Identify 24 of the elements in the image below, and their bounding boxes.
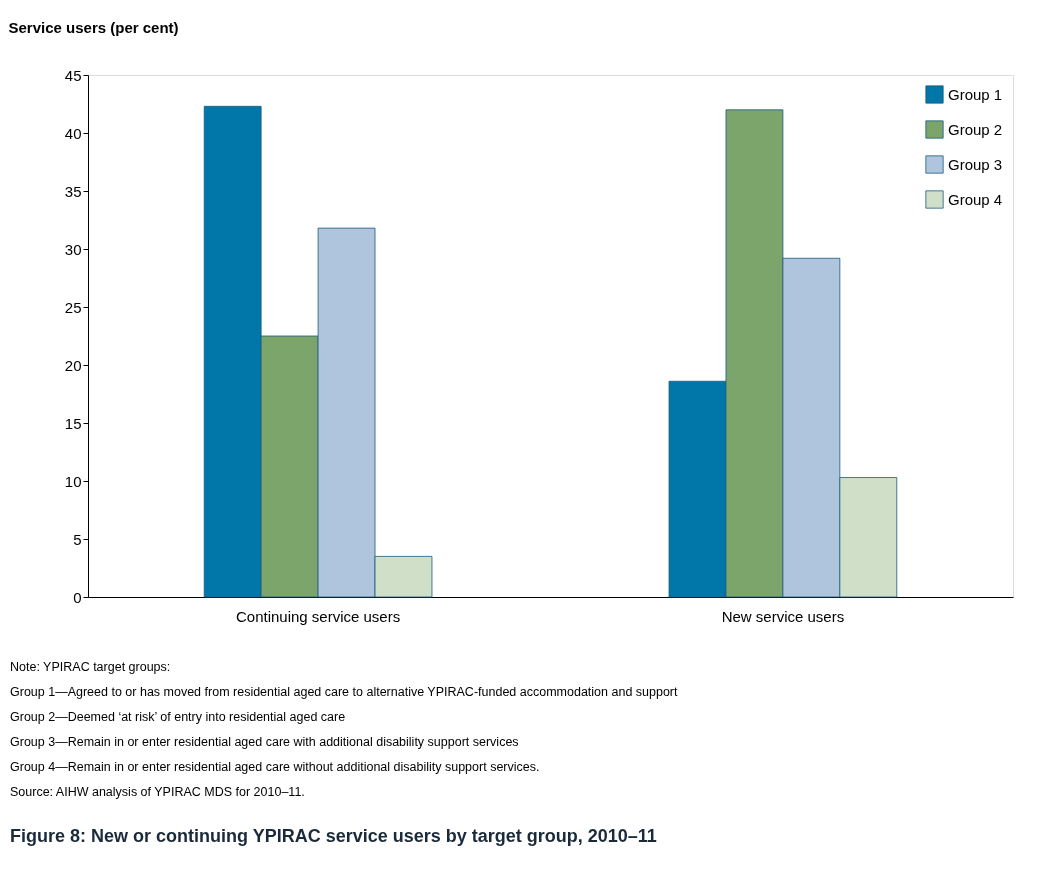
x-tick-label: Continuing service users (235, 607, 401, 625)
legend-label: Group 2 (948, 120, 1003, 138)
source-note: Source: AIHW analysis of YPIRAC MDS for 2010–11. (10, 785, 305, 799)
y-axis-title: Service users (per cent) (8, 18, 179, 36)
legend-label: Group 4 (948, 190, 1003, 208)
y-tick-label: 10 (64, 472, 82, 490)
x-tick-label: New service users (721, 607, 845, 625)
y-tick-label: 40 (64, 124, 82, 142)
y-tick-label: 45 (64, 66, 82, 84)
y-tick-label: 25 (64, 298, 82, 316)
text: Group 1—Agreed to or has moved from residential aged care to alternative YPIRAC-funded accommodation and support (10, 685, 679, 699)
y-tick-label: 35 (64, 182, 82, 200)
y-tick-label: 5 (73, 530, 82, 548)
y-tick-label: 0 (73, 588, 82, 606)
text: Figure 8: New or continuing YPIRAC service users by target group, 2010–11 (10, 826, 657, 846)
text: Group 2—Deemed ‘at risk’ of entry into residential aged care (10, 710, 346, 724)
legend-label: Group 3 (948, 155, 1003, 173)
text: Group 3—Remain in or enter residential aged care with additional disability support services (10, 735, 519, 749)
text: Note: YPIRAC target groups: (10, 660, 171, 674)
y-tick-label: 15 (64, 414, 82, 432)
legend-label: Group 1 (948, 85, 1003, 103)
y-tick-label: 30 (64, 240, 82, 258)
y-tick-label: 20 (64, 356, 82, 374)
text: Group 4—Remain in or enter residential aged care without additional disability support services. (10, 760, 540, 774)
